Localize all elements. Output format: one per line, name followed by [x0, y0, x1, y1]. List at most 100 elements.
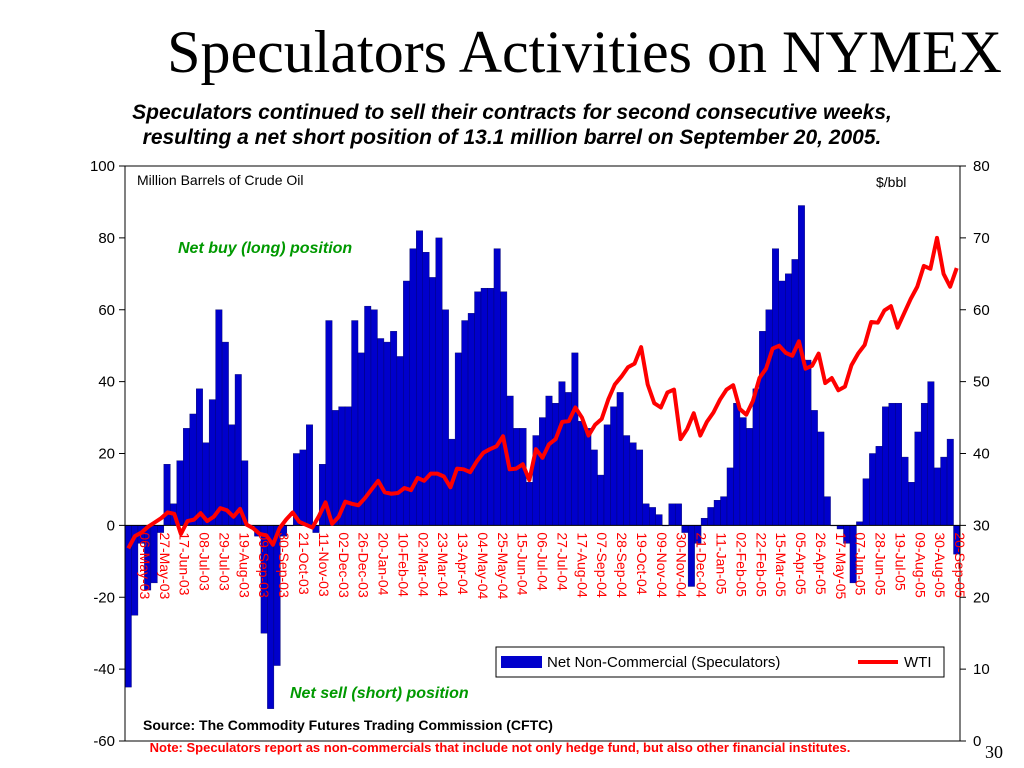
- wti-line: [126, 235, 959, 550]
- right-tick-label: 20: [973, 589, 990, 606]
- left-tick-label: -40: [93, 661, 115, 678]
- left-tick-label: 40: [98, 374, 115, 391]
- bar: [655, 514, 663, 526]
- bar: [823, 496, 831, 526]
- x-tick-label: 06-May-03: [137, 532, 153, 599]
- bar: [234, 374, 242, 526]
- right-axis-label: $/bbl: [876, 174, 906, 190]
- x-tick-label: 17-Aug-04: [574, 532, 590, 598]
- left-tick-label: 80: [98, 230, 115, 247]
- bar: [649, 507, 656, 526]
- bar: [519, 428, 527, 526]
- bar: [629, 442, 637, 526]
- bar: [195, 388, 203, 526]
- bar: [526, 482, 533, 526]
- bar: [435, 237, 443, 526]
- x-tick-label: 26-Apr-05: [813, 532, 829, 594]
- bar: [700, 517, 708, 526]
- bar: [772, 248, 779, 526]
- bar: [901, 456, 909, 526]
- bar: [862, 478, 870, 526]
- bar: [733, 402, 741, 526]
- bar: [933, 467, 941, 526]
- bar: [325, 320, 333, 526]
- bar: [940, 456, 948, 526]
- bar: [674, 503, 682, 526]
- bar: [623, 435, 631, 526]
- long-annotation: Net buy (long) position: [178, 240, 352, 257]
- bar: [331, 410, 339, 526]
- x-tick-label: 21-Oct-03: [296, 532, 312, 594]
- x-tick-label: 02-Mar-04: [415, 532, 431, 597]
- bar: [914, 431, 922, 526]
- x-tick-label: 04-May-04: [475, 532, 491, 599]
- bar: [616, 392, 624, 526]
- left-tick-label: -20: [93, 589, 115, 606]
- x-tick-label: 11-Jan-05: [713, 532, 729, 594]
- x-tick-label: 21-Dec-04: [694, 532, 710, 598]
- page-number: 30: [985, 742, 1003, 762]
- bar: [221, 341, 229, 526]
- bar: [836, 525, 844, 530]
- right-tick-label: 80: [973, 158, 990, 175]
- bar: [597, 474, 605, 526]
- source-annotation: Source: The Commodity Futures Trading Co…: [143, 717, 553, 733]
- bar: [500, 291, 508, 526]
- bar: [804, 359, 812, 526]
- right-tick-label: 0: [973, 733, 981, 750]
- bar: [215, 309, 223, 526]
- bar: [810, 410, 818, 526]
- bar: [474, 291, 482, 526]
- x-tick-label: 09-Nov-04: [654, 532, 670, 598]
- x-axis-labels: 06-May-03 27-May-03 17-Jun-03 08-Jul-03 29-J…: [137, 532, 968, 599]
- bar: [642, 503, 650, 526]
- bar: [480, 287, 488, 526]
- x-tick-label: 20-Sep-05: [952, 532, 968, 598]
- bar: [183, 428, 190, 526]
- bar: [493, 248, 501, 526]
- x-tick-label: 09-Sep-03: [256, 532, 272, 598]
- bar: [377, 338, 385, 526]
- bar: [882, 406, 890, 526]
- legend-label-line: WTI: [904, 654, 932, 671]
- x-tick-label: 07-Jun-05: [853, 532, 869, 595]
- bar: [202, 442, 210, 526]
- bar: [856, 521, 864, 526]
- bar: [467, 313, 475, 526]
- bar: [668, 503, 676, 526]
- left-axis: 100 80 60 40 20 0 -20 -40 -60: [90, 158, 125, 750]
- bar: [487, 287, 495, 526]
- right-axis: 80 70 60 50 40 30 20 10 0: [960, 158, 990, 750]
- x-tick-label: 30-Sep-03: [276, 532, 292, 598]
- bar: [124, 525, 132, 688]
- x-tick-label: 30-Aug-05: [932, 532, 948, 598]
- bar: [577, 420, 585, 526]
- bar: [765, 309, 773, 526]
- x-tick-label: 09-Aug-05: [912, 532, 928, 598]
- bar: [461, 320, 469, 526]
- x-tick-label: 15-Mar-05: [773, 532, 789, 597]
- x-tick-label: 06-Jul-04: [535, 532, 551, 591]
- bar: [636, 449, 644, 526]
- bar: [306, 424, 313, 526]
- bar: [785, 273, 792, 526]
- x-tick-label: 19-Jul-05: [892, 532, 908, 591]
- bar: [571, 352, 579, 526]
- bar: [176, 460, 184, 526]
- x-tick-label: 05-Apr-05: [793, 532, 809, 594]
- bar: [778, 280, 786, 526]
- x-tick-label: 13-Apr-04: [455, 532, 471, 594]
- bar: [927, 381, 935, 526]
- x-tick-label: 08-Jul-03: [197, 532, 213, 591]
- bar: [759, 331, 767, 526]
- bar: [603, 424, 611, 526]
- subtitle-line-2: resulting a net short position of 13.1 m…: [142, 126, 882, 149]
- left-axis-label: Million Barrels of Crude Oil: [137, 172, 304, 188]
- bar: [713, 500, 721, 526]
- right-tick-label: 10: [973, 661, 990, 678]
- x-tick-label: 23-Mar-04: [435, 532, 451, 597]
- short-annotation: Net sell (short) position: [290, 685, 469, 702]
- x-tick-label: 26-Dec-03: [356, 532, 372, 598]
- bar: [791, 259, 799, 526]
- bar: [746, 428, 754, 526]
